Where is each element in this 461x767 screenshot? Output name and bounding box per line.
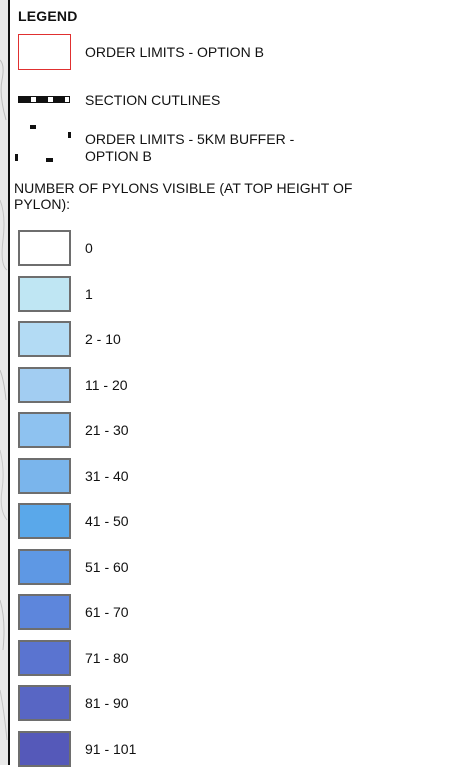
pylon-class-label: 41 - 50: [85, 513, 129, 529]
pylon-class-swatch: [18, 457, 71, 494]
legend-title: LEGEND: [18, 8, 78, 24]
pylon-class-label: 11 - 20: [85, 376, 128, 393]
buffer-label-line2: OPTION B: [85, 148, 152, 164]
pylon-class-label: 71 - 80: [85, 649, 129, 666]
section-cutline-symbol: [18, 96, 70, 103]
legend-frame-line: [8, 0, 10, 765]
section-cutlines-label: SECTION CUTLINES: [85, 92, 221, 108]
order-limits-symbol: [18, 34, 71, 70]
legend-panel: LEGEND ORDER LIMITS - OPTION B SECTION C…: [10, 0, 461, 767]
buffer-symbol: [15, 125, 71, 162]
pylon-class-label: 2 - 10: [85, 331, 121, 347]
pylon-class-swatch: [18, 594, 71, 630]
pylon-class-swatch: [18, 412, 71, 448]
pylon-class-swatch: [18, 366, 71, 403]
pylon-class-swatch: [18, 685, 71, 721]
pylon-class-swatch: [18, 230, 71, 266]
pylon-class-swatch: [18, 503, 71, 539]
pylon-class-label: 91 - 101: [85, 740, 137, 757]
pylon-class-label: 51 - 60: [85, 558, 129, 575]
pylon-class-label: 1: [85, 285, 93, 302]
pylon-class-swatch: [18, 275, 71, 312]
pylon-class-label: 21 - 30: [85, 422, 129, 438]
pylons-visible-title: NUMBER OF PYLONS VISIBLE (AT TOP HEIGHT …: [14, 180, 353, 212]
pylon-class-label: 81 - 90: [85, 695, 129, 711]
pylon-class-swatch: [18, 321, 71, 357]
pylon-class-swatch: [18, 639, 71, 676]
pylon-class-swatch: [18, 730, 71, 767]
pylon-class-label: 0: [85, 240, 93, 256]
map-edge: [0, 0, 9, 765]
pylon-class-label: 61 - 70: [85, 604, 129, 620]
pylon-class-label: 31 - 40: [85, 467, 129, 484]
map-background: [0, 59, 8, 741]
buffer-label-line1: ORDER LIMITS - 5KM BUFFER -: [85, 131, 295, 147]
order-limits-label: ORDER LIMITS - OPTION B: [85, 44, 264, 60]
pylon-class-swatch: [18, 548, 71, 585]
